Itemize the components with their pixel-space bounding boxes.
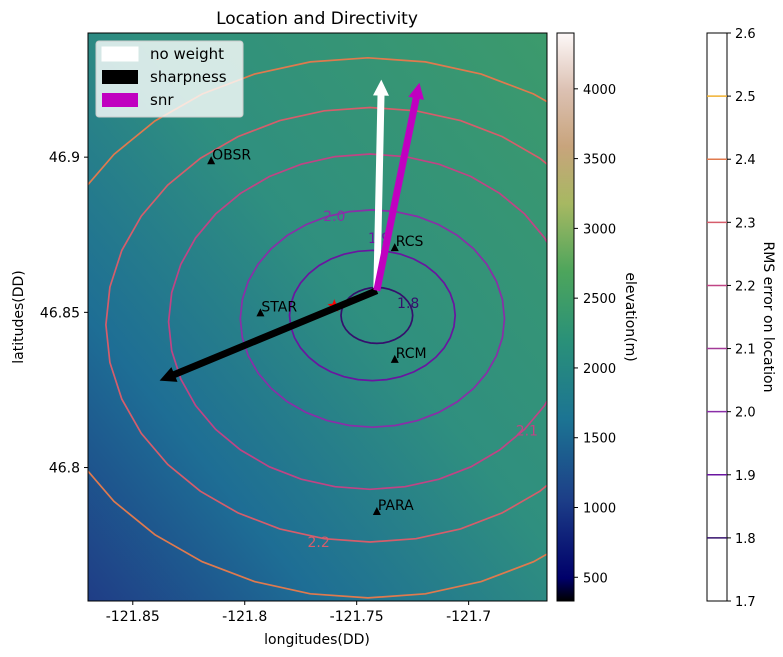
rms-tick-label: 1.8 xyxy=(735,532,756,547)
y-tick-label: 46.9 xyxy=(49,150,80,166)
x-tick-label: -121.8 xyxy=(222,609,267,625)
elevation-colorbar xyxy=(556,32,575,602)
contour-labels: 1.81.92.02.12.2 xyxy=(307,209,538,551)
x-tick-label: -121.7 xyxy=(446,609,491,625)
rms-tick-label: 2.4 xyxy=(735,153,756,168)
elevation-colorbar-label: elevation(m) xyxy=(622,272,638,361)
plot-frame xyxy=(87,32,548,602)
x-axis-label: longitudes(DD) xyxy=(264,632,370,648)
y-tick-label: 46.85 xyxy=(40,305,80,321)
legend-swatch xyxy=(102,93,138,107)
station-label: PARA xyxy=(378,498,414,514)
contour-label: 2.0 xyxy=(323,209,345,225)
legend-swatch xyxy=(101,46,139,62)
contour-2.2 xyxy=(105,106,547,543)
contour-label: 1.8 xyxy=(397,296,419,312)
elevation-colorbar-ticks: 500 1000 1500 2000 2500 3000 3500 4000 xyxy=(574,83,616,586)
contour-2.1 xyxy=(167,153,547,491)
seismic-stations: OBSR RCS STAR RCM PARA xyxy=(207,147,427,515)
x-tick-label: -121.85 xyxy=(106,609,160,625)
elevation-tick-label: 2000 xyxy=(583,362,616,377)
rms-colorbar-ticks: 1.7 1.8 1.9 2.0 2.1 2.2 2.3 2.4 2.5 2.6 xyxy=(707,27,756,610)
contour-2 xyxy=(239,209,506,429)
rms-tick-label: 1.9 xyxy=(735,469,756,484)
rms-tick-label: 2.1 xyxy=(735,343,756,358)
station-marker xyxy=(390,243,399,252)
rms-colorbar-label: RMS error on location xyxy=(760,242,776,393)
rms-colorbar xyxy=(706,32,728,602)
x-tick-label: -121.75 xyxy=(330,609,384,625)
station-label: RCM xyxy=(396,346,427,362)
station-marker xyxy=(256,308,265,317)
y-tick-label: 46.8 xyxy=(49,461,80,477)
rms-tick-label: 2.2 xyxy=(735,279,756,294)
contour-label: 2.1 xyxy=(516,423,538,439)
contour-1.9 xyxy=(288,249,457,382)
station-label: STAR xyxy=(261,299,297,315)
directivity-arrows xyxy=(159,79,424,382)
chart-title: Location and Directivity xyxy=(216,9,418,29)
elevation-tick-label: 3500 xyxy=(583,153,616,168)
elevation-tick-label: 3000 xyxy=(583,222,616,237)
legend-entry: sharpness xyxy=(150,68,227,86)
contour-2.3 xyxy=(88,56,547,599)
station-label: RCS xyxy=(396,234,424,250)
elevation-tick-label: 2500 xyxy=(583,292,616,307)
station-label: OBSR xyxy=(212,147,251,163)
y-axis-ticks: 46.8 46.85 46.9 xyxy=(40,150,88,477)
legend-entry: no weight xyxy=(150,45,224,63)
x-axis-ticks: -121.85 -121.8 -121.75 -121.7 xyxy=(106,601,491,625)
elevation-tick-label: 4000 xyxy=(583,83,616,98)
legend-swatch xyxy=(102,70,138,84)
elevation-tick-label: 500 xyxy=(583,571,608,586)
station-marker xyxy=(390,354,399,363)
rms-tick-label: 2.3 xyxy=(735,216,756,231)
legend-entry: snr xyxy=(150,91,174,109)
legend: no weight sharpness snr xyxy=(95,40,244,118)
station-marker xyxy=(372,506,381,515)
contour-label: 2.2 xyxy=(307,535,329,551)
rms-tick-label: 1.7 xyxy=(735,595,756,610)
arrow-sharpness xyxy=(159,287,379,382)
y-axis-label: latitudes(DD) xyxy=(11,270,27,364)
station-marker xyxy=(207,156,216,165)
contour-1.8 xyxy=(340,286,414,345)
rms-tick-label: 2.6 xyxy=(735,27,756,42)
arrow-snr xyxy=(373,82,424,292)
elevation-tick-label: 1000 xyxy=(583,501,616,516)
elevation-tick-label: 1500 xyxy=(583,432,616,447)
rms-contours xyxy=(88,56,547,599)
rms-tick-label: 2.5 xyxy=(735,90,756,105)
arrow-no-weight xyxy=(373,79,389,291)
rms-tick-label: 2.0 xyxy=(735,406,756,421)
